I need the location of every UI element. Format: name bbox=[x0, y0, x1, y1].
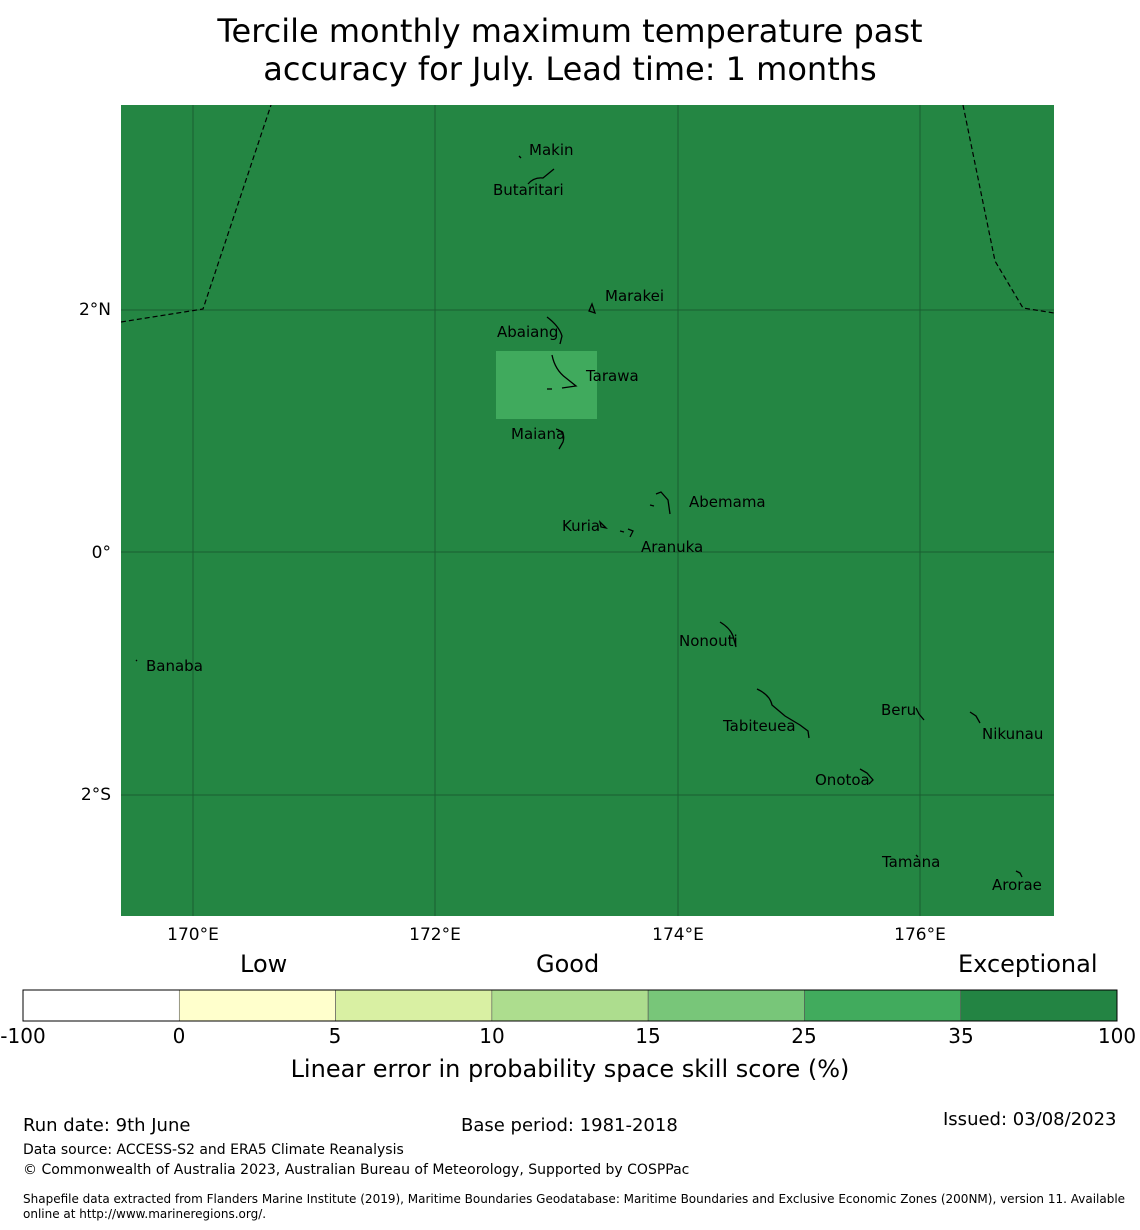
shapefile-credit: Shapefile data extracted from Flanders M… bbox=[23, 1192, 1125, 1222]
eez-boundary-west bbox=[121, 105, 272, 323]
island-kuria bbox=[598, 520, 608, 530]
colorbar-tick: 35 bbox=[948, 1024, 974, 1048]
island-tarawa bbox=[547, 354, 578, 390]
place-label-marakei: Marakei bbox=[605, 287, 664, 305]
place-label-abemama: Abemama bbox=[689, 493, 766, 511]
category-label-good: Good bbox=[536, 950, 600, 978]
graticule bbox=[121, 105, 1054, 916]
island-banaba bbox=[135, 659, 138, 662]
place-label-beru: Beru bbox=[881, 701, 916, 719]
longitude-labels: 170°E 172°E 174°E 176°E bbox=[167, 925, 946, 945]
colorbar-segment bbox=[178, 989, 336, 1022]
island-marakei bbox=[588, 302, 597, 315]
place-label-maiana: Maiana bbox=[511, 425, 565, 443]
map-background bbox=[121, 105, 1054, 916]
place-label-arorae: Arorae bbox=[992, 876, 1042, 894]
place-label-nonouti: Nonouti bbox=[679, 632, 738, 650]
longitude-label: 172°E bbox=[409, 925, 461, 945]
place-label-abaiang: Abaiang bbox=[497, 323, 558, 341]
longitude-label: 176°E bbox=[894, 925, 946, 945]
colorbar-tick: 0 bbox=[172, 1024, 186, 1048]
latitude-label: 0° bbox=[92, 543, 111, 563]
colorbar-segment bbox=[960, 989, 1118, 1022]
island-aranuka bbox=[619, 528, 634, 538]
island-maiana bbox=[555, 428, 565, 450]
place-label-kuria: Kuria bbox=[562, 517, 600, 535]
island-tabiteuea bbox=[756, 688, 810, 739]
colorbar-segment bbox=[491, 989, 649, 1022]
colorbar-tick: 15 bbox=[635, 1024, 661, 1048]
issued-date: Issued: 03/08/2023 bbox=[943, 1109, 1117, 1130]
base-period: Base period: 1981-2018 bbox=[461, 1115, 678, 1136]
island-makin bbox=[518, 155, 522, 159]
island-nonouti bbox=[719, 621, 737, 648]
category-label-low: Low bbox=[240, 950, 288, 978]
colorbar-title: Linear error in probability space skill … bbox=[290, 1055, 850, 1083]
longitude-label: 170°E bbox=[167, 925, 219, 945]
place-label-tamana: Tamana bbox=[881, 853, 940, 871]
place-label-banaba: Banaba bbox=[146, 657, 203, 675]
island-outlines bbox=[135, 155, 1023, 878]
copyright: © Commonwealth of Australia 2023, Austra… bbox=[23, 1162, 690, 1178]
latitude-label: 2°S bbox=[81, 785, 111, 805]
place-label-aranuka: Aranuka bbox=[641, 538, 703, 556]
colorbar-segment bbox=[335, 989, 493, 1022]
place-label-tarawa: Tarawa bbox=[585, 367, 639, 385]
title-line-2: accuracy for July. Lead time: 1 months bbox=[263, 50, 877, 88]
place-label-tabiteuea: Tabiteuea bbox=[722, 717, 796, 735]
place-labels: Makin Butaritari Marakei Abaiang Tarawa Maian… bbox=[146, 141, 1043, 894]
island-butaritari bbox=[527, 168, 555, 185]
island-beru bbox=[915, 707, 925, 721]
run-date: Run date: 9th June bbox=[23, 1115, 191, 1136]
longitude-label: 174°E bbox=[652, 925, 704, 945]
island-arorae bbox=[1015, 870, 1023, 878]
island-abaiang bbox=[546, 316, 563, 345]
skill-highlight-cell bbox=[496, 351, 597, 419]
place-label-onotoa: Onotoa bbox=[815, 771, 870, 789]
colorbar-tick: 10 bbox=[479, 1024, 505, 1048]
island-nikunau bbox=[969, 711, 981, 724]
colorbar-tick: -100 bbox=[0, 1024, 46, 1048]
shapefile-credit-line-2: online at http://www.marineregions.org/. bbox=[23, 1207, 267, 1221]
place-label-nikunau: Nikunau bbox=[982, 725, 1043, 743]
colorbar bbox=[22, 989, 1118, 1022]
colorbar-outline bbox=[22, 989, 1118, 1022]
map-title: Tercile monthly maximum temperature past… bbox=[0, 12, 1140, 88]
colorbar-segment bbox=[804, 989, 962, 1022]
colorbar-tick: 100 bbox=[1097, 1024, 1137, 1048]
latitude-labels: 2°N 0° 2°S bbox=[79, 300, 111, 805]
island-tamana bbox=[915, 854, 919, 858]
island-onotoa bbox=[859, 768, 874, 785]
colorbar-tick: 25 bbox=[791, 1024, 817, 1048]
shapefile-credit-line-1: Shapefile data extracted from Flanders M… bbox=[23, 1192, 1126, 1206]
island-abemama bbox=[649, 491, 671, 515]
eez-boundaries bbox=[121, 105, 1054, 323]
colorbar-segment bbox=[647, 989, 805, 1022]
place-label-makin: Makin bbox=[529, 141, 574, 159]
title-line-1: Tercile monthly maximum temperature past bbox=[217, 12, 923, 50]
place-label-butaritari: Butaritari bbox=[493, 181, 564, 199]
eez-boundary-east bbox=[962, 105, 1054, 314]
data-source: Data source: ACCESS-S2 and ERA5 Climate … bbox=[23, 1142, 404, 1158]
colorbar-tick: 5 bbox=[328, 1024, 342, 1048]
colorbar-segment bbox=[22, 989, 180, 1022]
category-label-exceptional: Exceptional bbox=[958, 950, 1098, 978]
latitude-label: 2°N bbox=[79, 300, 111, 320]
